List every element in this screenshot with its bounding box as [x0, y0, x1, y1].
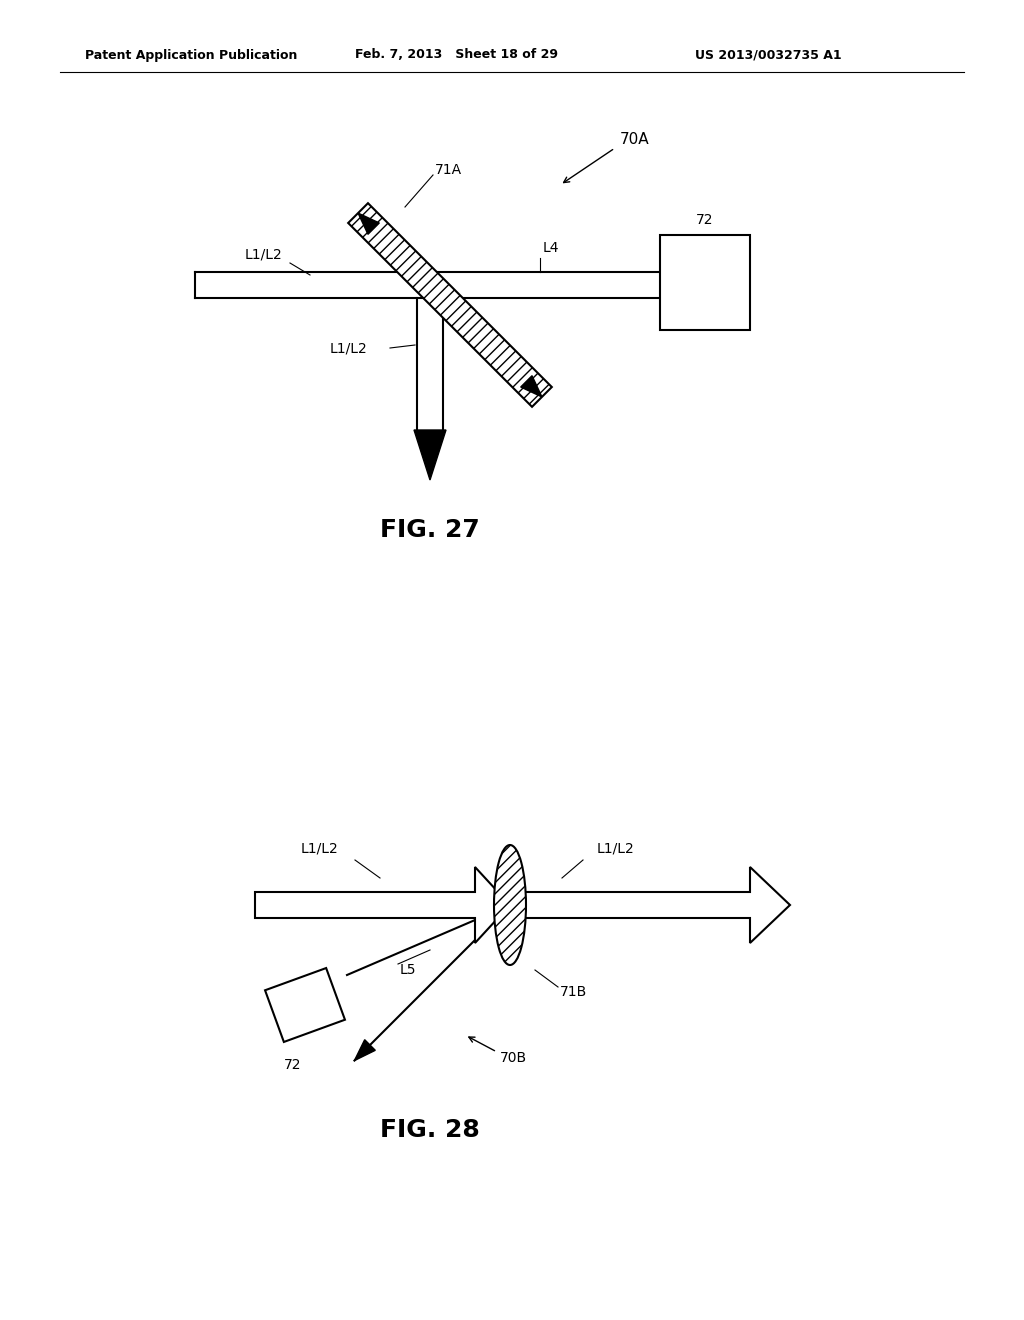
- Polygon shape: [348, 203, 552, 407]
- Ellipse shape: [494, 845, 526, 965]
- Polygon shape: [521, 376, 542, 397]
- Text: L1/L2: L1/L2: [330, 341, 368, 355]
- Text: L1/L2: L1/L2: [301, 841, 339, 855]
- Text: L5: L5: [400, 964, 417, 977]
- Text: Patent Application Publication: Patent Application Publication: [85, 49, 297, 62]
- Polygon shape: [510, 867, 790, 942]
- Text: L4: L4: [543, 242, 559, 255]
- Text: FIG. 28: FIG. 28: [380, 1118, 480, 1142]
- Text: FIG. 27: FIG. 27: [380, 517, 480, 543]
- Text: 72: 72: [285, 1059, 302, 1072]
- Text: 71B: 71B: [560, 985, 587, 999]
- Text: L1/L2: L1/L2: [596, 841, 634, 855]
- Text: 72: 72: [696, 213, 714, 227]
- Polygon shape: [265, 968, 345, 1041]
- Polygon shape: [358, 213, 379, 234]
- Text: US 2013/0032735 A1: US 2013/0032735 A1: [695, 49, 842, 62]
- Polygon shape: [414, 430, 446, 480]
- Polygon shape: [255, 867, 510, 942]
- Text: 70B: 70B: [500, 1051, 527, 1065]
- Bar: [660, 235, 750, 330]
- Text: 70A: 70A: [620, 132, 649, 148]
- Text: 71A: 71A: [435, 162, 462, 177]
- Polygon shape: [354, 1040, 376, 1060]
- Text: Feb. 7, 2013   Sheet 18 of 29: Feb. 7, 2013 Sheet 18 of 29: [355, 49, 558, 62]
- Text: L1/L2: L1/L2: [245, 248, 283, 261]
